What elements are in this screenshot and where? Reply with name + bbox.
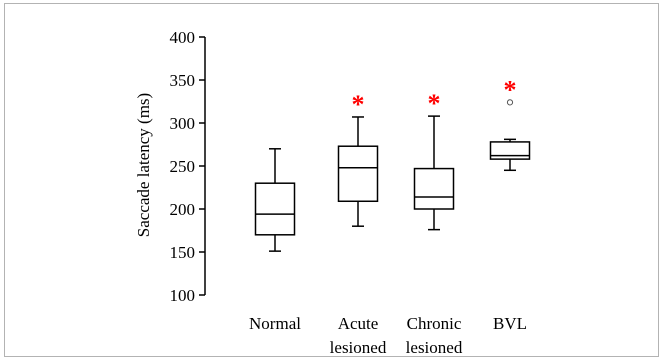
y-tick-label: 400	[170, 28, 196, 47]
y-axis-label: Saccade latency (ms)	[134, 93, 153, 237]
y-tick-label: 150	[170, 243, 196, 262]
y-axis: 100 150 200 250 300 350 400	[170, 28, 206, 305]
y-tick-label: 100	[170, 286, 196, 305]
boxes: * * *	[254, 75, 531, 252]
box-group-item: *	[337, 90, 379, 227]
significance-asterisk: *	[504, 75, 517, 104]
y-tick-label: 250	[170, 157, 196, 176]
box-group-item	[254, 148, 296, 252]
x-category-label-line: lesioned	[406, 338, 463, 357]
box-group-item: *	[413, 89, 455, 231]
x-category-label-line: Acute	[338, 314, 379, 333]
significance-asterisk: *	[428, 89, 441, 118]
x-category-label: Normal	[249, 314, 301, 333]
significance-asterisk: *	[352, 90, 365, 119]
x-category-label-line: Chronic	[407, 314, 462, 333]
y-tick-label: 300	[170, 114, 196, 133]
box-iqr	[413, 167, 455, 210]
x-category-label-line: lesioned	[330, 338, 387, 357]
x-category-label: Acute lesioned	[330, 314, 387, 357]
y-tick-label: 200	[170, 200, 196, 219]
x-category-label-line: Normal	[249, 314, 301, 333]
x-category-label-line: BVL	[493, 314, 527, 333]
x-category-label: BVL	[493, 314, 527, 333]
chart-frame	[4, 3, 659, 357]
box-iqr	[254, 182, 296, 236]
outlier-point	[506, 99, 514, 106]
x-category-label: Chronic lesioned	[406, 314, 463, 357]
category-labels: Normal Acute lesioned Chronic lesioned BVL	[249, 314, 527, 357]
box-iqr	[337, 145, 379, 203]
box-iqr	[489, 141, 531, 160]
box-group-item: *	[489, 75, 531, 172]
y-tick-label: 350	[170, 71, 196, 90]
